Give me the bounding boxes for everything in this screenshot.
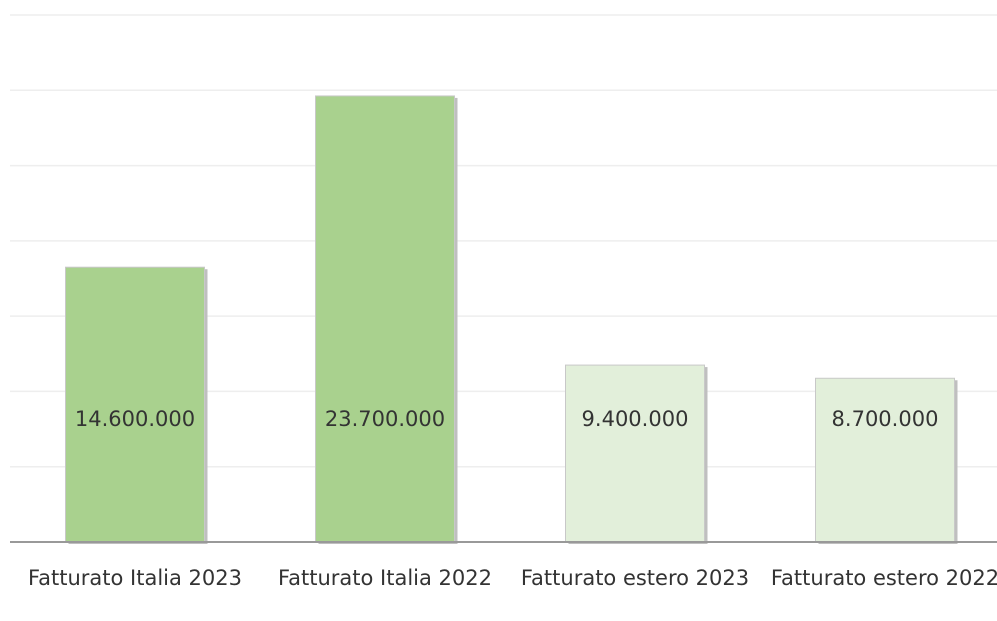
bar	[315, 95, 455, 543]
x-tick-label: Fatturato Italia 2023	[27, 566, 242, 590]
value-label: 23.700.000	[325, 407, 445, 431]
value-label: 8.700.000	[832, 407, 939, 431]
value-label: 14.600.000	[75, 407, 195, 431]
x-tick-label: Fatturato estero 2023	[520, 566, 750, 590]
x-tick-label: Fatturato Italia 2022	[277, 566, 492, 590]
x-tick-label: Fatturato estero 2022	[770, 566, 997, 590]
value-label: 9.400.000	[582, 407, 689, 431]
bar	[815, 377, 955, 543]
bar	[565, 364, 705, 543]
bar	[65, 266, 205, 543]
